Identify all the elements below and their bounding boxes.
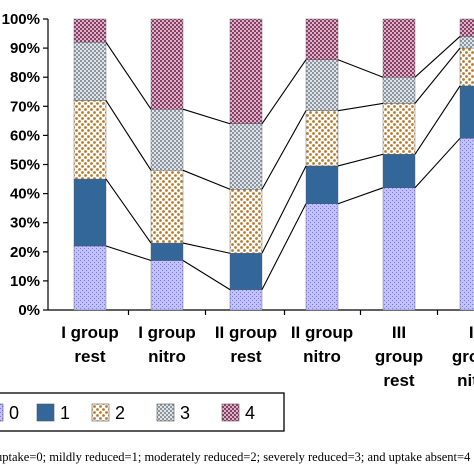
legend-label: 1 (60, 403, 70, 423)
y-tick-label: 30% (10, 215, 40, 232)
connector-line (105, 178, 152, 244)
x-category-label: III (469, 323, 474, 342)
bar-segment-2 (150, 170, 184, 244)
bar-segment-0 (150, 260, 184, 311)
bar-segment-2 (459, 47, 474, 87)
connector-line (261, 110, 307, 190)
bar-segment-0 (73, 245, 107, 311)
connector-line (105, 100, 152, 171)
x-category-label: nitro (457, 371, 474, 390)
connector-line (414, 137, 461, 189)
bar-segment-3 (73, 42, 107, 101)
legend-label: 3 (180, 403, 190, 423)
legend-swatch-4 (221, 403, 240, 422)
bar-segment-0 (382, 187, 416, 311)
x-category-label: rest (74, 347, 106, 366)
connector-line (182, 242, 231, 254)
bar-segment-2 (229, 189, 263, 254)
x-category-label: group (452, 347, 474, 366)
connector-line (337, 153, 384, 167)
y-tick-label: 20% (10, 244, 40, 261)
connector-line (261, 165, 307, 254)
y-tick-label: 40% (10, 186, 40, 203)
x-category-label: rest (383, 371, 415, 390)
x-axis-labels: I group rest I group nitro II group rest II gr… (61, 323, 474, 390)
chart-caption: uptake=0; mildly reduced=1; moderately r… (0, 450, 471, 464)
legend-swatch-3 (156, 403, 175, 422)
connector-line (105, 245, 152, 262)
bar-segment-3 (382, 76, 416, 104)
bar-segment-4 (73, 18, 107, 43)
bar-segment-1 (382, 154, 416, 188)
connector-line (182, 108, 231, 125)
connector-line (337, 187, 384, 205)
x-category-label: III (392, 323, 406, 342)
y-tick-label: 90% (10, 40, 40, 57)
legend-label: 0 (9, 403, 19, 423)
x-category-label: II group (215, 323, 277, 342)
x-category-label: rest (230, 347, 262, 366)
bar-segment-4 (229, 18, 263, 124)
bar-segment-0 (305, 203, 339, 311)
x-category-label: II group (291, 323, 353, 342)
bar-segment-2 (73, 100, 107, 180)
connector-line (414, 47, 461, 104)
y-tick-label: 80% (10, 69, 40, 86)
bar-segment-4 (382, 18, 416, 78)
connector-line (182, 169, 231, 190)
x-category-label: I group (138, 323, 196, 342)
bar-segment-3 (305, 59, 339, 111)
bars-layer (73, 18, 474, 311)
legend: 0 1 2 3 4 (0, 392, 285, 432)
y-tick-label: 50% (10, 157, 40, 174)
connector-line (182, 260, 231, 291)
y-tick-label: 70% (10, 98, 40, 115)
bar-segment-3 (459, 36, 474, 49)
bar-segment-2 (382, 103, 416, 155)
legend-swatch-0 (0, 403, 4, 422)
legend-swatch-2 (91, 403, 110, 422)
bar-segment-1 (459, 85, 474, 139)
connector-line (105, 41, 152, 110)
connector-line (414, 85, 461, 155)
y-tick-label: 60% (10, 127, 40, 144)
bar-segment-0 (459, 138, 474, 311)
bar-segment-1 (305, 165, 339, 204)
y-axis: 0% 10% 20% 30% 40% 50% 60% 70% 80% 90% 100% (2, 11, 474, 319)
legend-label: 2 (115, 403, 125, 423)
bar-segment-4 (150, 18, 184, 110)
x-category-label: nitro (303, 347, 341, 366)
y-tick-label: 0% (18, 302, 40, 319)
legend-swatch-1 (36, 403, 55, 422)
bar-segment-4 (305, 18, 339, 60)
connector-line (337, 102, 384, 112)
connector-line (414, 36, 461, 78)
y-tick-label: 100% (2, 11, 40, 28)
connector-line (261, 203, 307, 290)
x-category-label: nitro (148, 347, 186, 366)
bar-segment-1 (73, 178, 107, 247)
x-category-label: I group (61, 323, 119, 342)
bar-segment-3 (150, 109, 184, 171)
connector-line (337, 59, 384, 78)
x-category-label: group (375, 347, 423, 366)
bar-segment-1 (150, 242, 184, 261)
y-tick-label: 10% (10, 273, 40, 290)
bar-segment-1 (229, 253, 263, 290)
legend-label: 4 (245, 403, 255, 423)
bar-segment-0 (229, 289, 263, 311)
bar-segment-4 (459, 18, 474, 37)
connector-line (261, 59, 307, 125)
bar-segment-2 (305, 110, 339, 167)
bar-segment-3 (229, 123, 263, 190)
series-connector-lines (105, 36, 461, 291)
